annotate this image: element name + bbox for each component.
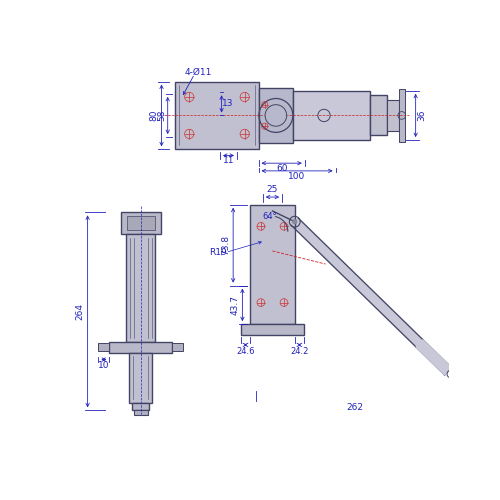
Text: 43.7: 43.7: [230, 295, 239, 315]
Text: 73.8: 73.8: [221, 234, 230, 255]
Bar: [120, 212, 161, 234]
Bar: [126, 234, 156, 342]
Text: 100: 100: [288, 172, 306, 181]
Bar: [132, 402, 149, 410]
Text: 24.2: 24.2: [290, 348, 308, 356]
Text: 58: 58: [157, 110, 166, 121]
Text: 25: 25: [266, 185, 278, 194]
Bar: [129, 352, 152, 403]
Text: 24.6: 24.6: [236, 348, 255, 356]
Bar: [241, 324, 304, 335]
Text: 11: 11: [223, 156, 234, 166]
Circle shape: [265, 104, 286, 126]
Circle shape: [292, 220, 297, 224]
Bar: [98, 344, 109, 351]
Polygon shape: [416, 340, 452, 375]
Text: 262: 262: [346, 403, 363, 412]
Bar: [250, 205, 295, 324]
Text: 13: 13: [222, 100, 234, 108]
Bar: [258, 88, 293, 143]
Text: 80: 80: [150, 110, 158, 121]
Bar: [172, 344, 183, 351]
Text: 10: 10: [98, 361, 110, 370]
Bar: [127, 216, 154, 230]
Text: 4-Ø11: 4-Ø11: [185, 68, 212, 77]
Bar: [293, 91, 370, 140]
Bar: [398, 90, 405, 142]
Text: 36: 36: [418, 110, 426, 121]
Text: 60: 60: [276, 164, 287, 173]
Text: 264: 264: [76, 303, 84, 320]
Text: 64°: 64°: [262, 212, 276, 221]
Bar: [176, 82, 258, 150]
Bar: [176, 94, 220, 137]
Bar: [109, 342, 172, 352]
Bar: [134, 410, 147, 415]
Text: R19: R19: [209, 248, 226, 257]
Bar: [387, 100, 398, 131]
Polygon shape: [292, 218, 423, 347]
Bar: [370, 96, 387, 136]
